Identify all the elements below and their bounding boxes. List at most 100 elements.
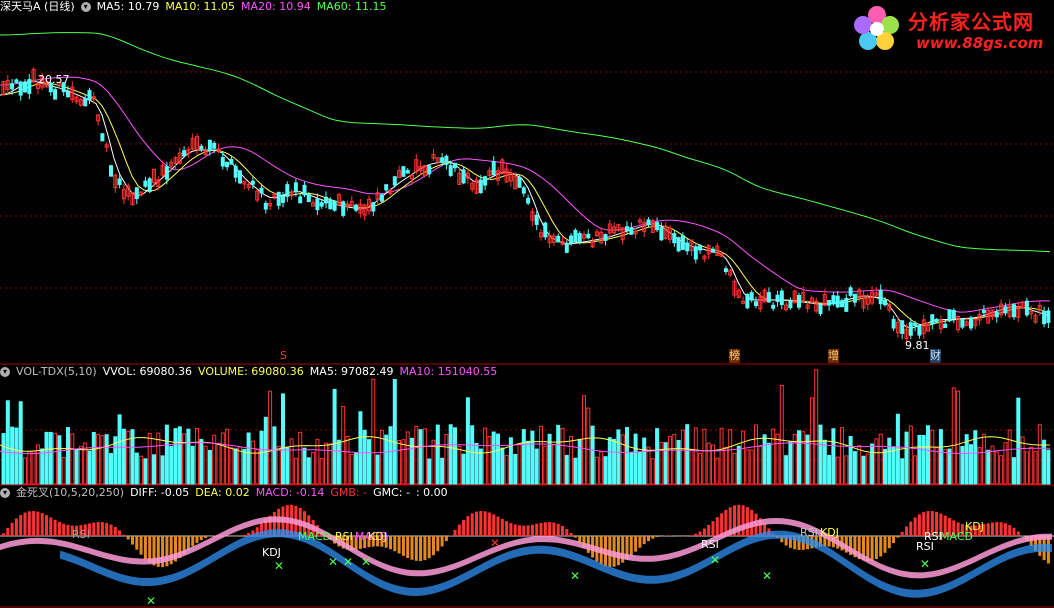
event-marker-increase[interactable]: 增 [828,349,839,363]
candlestick [680,235,685,250]
macd-histogram-bar [909,521,913,536]
macd-histogram-bar [565,529,569,536]
candlestick [560,241,565,245]
candlestick [311,202,316,207]
candlestick [741,300,746,304]
macd-histogram-bar [887,536,891,549]
candlestick [625,226,629,232]
macd-histogram-bar [965,525,969,536]
volume-bar [805,434,810,485]
macd-histogram-bar [819,536,822,547]
candlestick [474,179,479,194]
volume-bar [324,442,328,485]
macd-histogram-bar [70,525,74,536]
macd-indicator-menu-button[interactable]: ▾ [0,488,10,498]
volume-indicator-menu-button[interactable]: ▾ [0,367,10,377]
volume-bar [362,429,367,485]
ma10-value: MA10: 11.05 [165,0,236,13]
signal-label: RSI [800,526,818,539]
volume-bar [255,449,260,485]
macd-histogram-bar [251,530,255,536]
candlestick [152,168,156,183]
candlestick [126,185,131,197]
volume-bar [878,433,883,485]
candlestick [981,309,986,314]
macd-histogram-bar [698,531,702,536]
event-marker-s[interactable]: S [280,349,287,362]
volume-ma10-value: MA10: 151040.55 [399,365,498,378]
candlestick [147,178,152,192]
candlestick [685,242,690,252]
death-cross-marker: ✕ [146,594,156,608]
volume-bar [1037,424,1042,485]
volume-bar [500,447,505,485]
candlestick [427,165,432,175]
candlestick [285,184,290,197]
candlestick [676,237,681,252]
candlestick [556,235,561,243]
volume-bar [981,433,986,485]
candlestick [422,165,427,176]
macd-histogram-bar [737,504,741,536]
volume-bar [547,433,552,485]
signal-label: RSI [335,530,353,543]
candlestick [44,80,49,88]
volume-bar [642,437,647,485]
macd-histogram-bar [199,536,203,541]
macd-histogram-bar [1008,525,1012,536]
candlestick [319,202,324,207]
candlestick [414,159,419,173]
candlestick [186,148,191,155]
macd-histogram-bar [88,523,91,536]
candlestick [775,294,780,302]
candlestick [797,295,801,308]
indicator-menu-button[interactable]: ▾ [80,2,91,12]
candlestick [938,319,943,330]
candlestick [246,183,251,188]
candlestick [564,242,569,253]
volume-bar [926,425,930,485]
volume-bar [973,430,978,485]
volume-bar [603,456,608,485]
death-cross-marker: ✕ [274,559,284,573]
macd-histogram-bar [92,522,96,536]
candlestick [448,165,453,176]
candlestick [659,227,664,241]
macd-histogram-bar [1016,531,1020,536]
macd-histogram-bar [707,524,711,536]
event-marker-finance[interactable]: 财 [930,349,941,363]
candlestick [384,184,389,191]
volume-bar [164,424,169,485]
candlestick [848,287,853,296]
macd-histogram-bar [866,536,870,562]
volume-bar [143,458,148,485]
volume-bar [960,446,965,485]
macd-histogram-bar [53,519,57,536]
macd-histogram-bar [419,536,423,561]
event-marker-list[interactable]: 榜 [729,349,740,363]
candlestick [324,196,328,204]
volume-bar [40,448,45,485]
candlestick [207,139,212,151]
candlestick [156,178,161,187]
macd-histogram-bar [651,536,655,539]
macd-histogram-bar [991,522,994,536]
macd-histogram-bar [186,536,190,551]
candlestick [1016,306,1021,318]
volume-bar [680,429,685,485]
candlestick [491,161,496,176]
candlestick [1033,314,1038,323]
macd-histogram-bar [939,513,943,536]
macd-histogram-bar [496,516,500,536]
candlestick [341,201,346,216]
candlestick [947,309,952,322]
signal-label: RSI [924,530,942,543]
volume-bar [272,426,277,485]
volume-bar [263,416,268,485]
candlestick [689,239,694,252]
candlestick [139,191,144,196]
volume-bar [444,433,449,485]
volume-bar [951,387,956,485]
volume-bar [87,450,92,485]
